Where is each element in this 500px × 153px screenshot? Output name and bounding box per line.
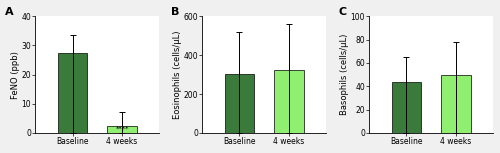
Bar [108,126,137,133]
Bar [441,75,471,133]
Bar [224,74,254,133]
Bar [392,82,421,133]
Y-axis label: Eosinophils (cells/μL): Eosinophils (cells/μL) [173,30,182,119]
Y-axis label: Basophils (cells/μL): Basophils (cells/μL) [340,34,349,115]
Text: C: C [338,7,346,17]
Y-axis label: FeNO (ppb): FeNO (ppb) [11,51,20,99]
Bar [58,53,88,133]
Text: A: A [4,7,13,17]
Bar [274,70,304,133]
Text: B: B [172,7,180,17]
Text: ****: **** [116,126,129,132]
